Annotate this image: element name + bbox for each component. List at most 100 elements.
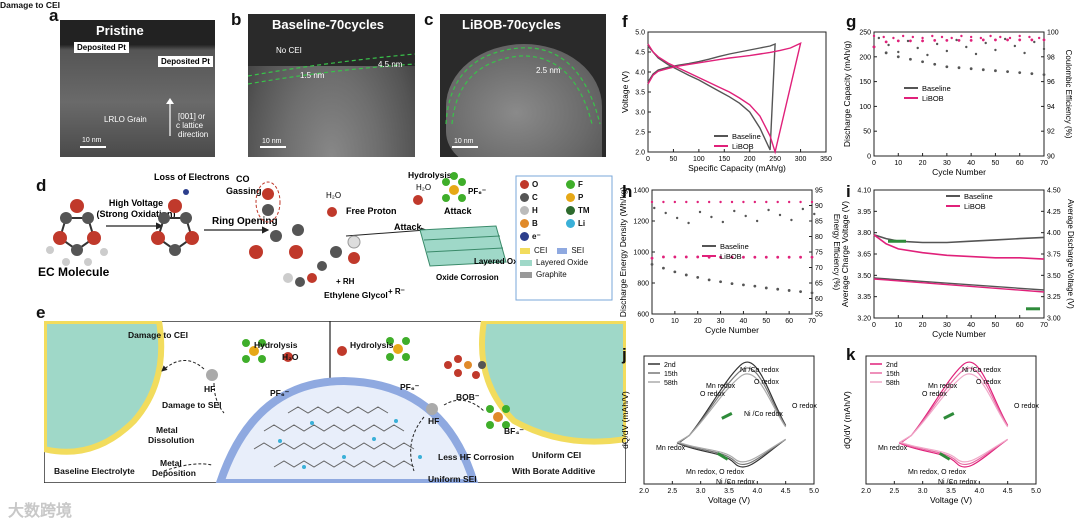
opened-chain-icon bbox=[249, 181, 304, 259]
y2-tick-label: 98 bbox=[1047, 54, 1055, 61]
point-ce-baseline bbox=[1003, 37, 1007, 41]
scalebar-c-text: 10 nm bbox=[454, 138, 474, 145]
y-tick-label: 4.5 bbox=[635, 50, 645, 57]
point-libob bbox=[957, 39, 961, 42]
label-e-pf6-r: PF₆⁻ bbox=[400, 382, 420, 392]
pf6-anion-icon-right bbox=[386, 337, 410, 361]
point-libob bbox=[909, 39, 912, 43]
legend-label-baseline: Baseline bbox=[922, 84, 951, 93]
point-ce-libob bbox=[931, 34, 934, 38]
annotation-label: Mn redox bbox=[928, 383, 958, 390]
point-ce-baseline bbox=[906, 39, 910, 43]
point-libob bbox=[1042, 38, 1046, 42]
y2-tick-label: 95 bbox=[815, 188, 823, 195]
point-ce-baseline bbox=[1013, 44, 1017, 48]
point-libob bbox=[730, 255, 734, 259]
scalebar-b bbox=[260, 146, 286, 148]
dqdv-discharge-curve bbox=[898, 434, 1009, 468]
point-baseline bbox=[787, 289, 791, 292]
x-axis-label: Cycle Number bbox=[932, 167, 986, 177]
legend-layered: Layered Oxide bbox=[536, 258, 589, 267]
annotation-label: Mn redox bbox=[706, 383, 736, 390]
chart-energy-density: 0 10 20 30 40 50 60 70 600 800 1000 1200 1400 55 60 65 7… bbox=[618, 187, 840, 335]
point-libob bbox=[650, 256, 654, 260]
y2-tick-label: 90 bbox=[815, 203, 823, 210]
legend-atom-label: B bbox=[532, 219, 538, 228]
point-libob bbox=[742, 255, 745, 259]
y-tick-label: 5.0 bbox=[635, 30, 645, 37]
tem-image-baseline: Baseline-70cycles No CEI 1.5 nm 4.5 nm 1… bbox=[248, 14, 415, 157]
point-baseline bbox=[753, 284, 757, 288]
point-ce-libob bbox=[940, 35, 944, 39]
scalebar-c bbox=[452, 146, 478, 148]
panel-letter-e: e bbox=[36, 303, 46, 322]
point-baseline bbox=[921, 60, 924, 64]
point-baseline bbox=[909, 57, 912, 61]
point-ee-libob bbox=[650, 200, 654, 204]
x-tick-label: 2.0 bbox=[639, 488, 649, 495]
x-axis-label: Voltage (V) bbox=[708, 495, 750, 505]
point-ee-libob bbox=[685, 200, 688, 204]
panel-letter-h: h bbox=[622, 182, 633, 201]
sei-swatch bbox=[557, 247, 568, 254]
x-tick-label: 0 bbox=[872, 160, 876, 167]
chart-average-voltage: 0 10 20 30 40 50 60 70 3.20 3.35 3.50 3.65 3.80 3.95 4… bbox=[840, 188, 1075, 340]
panel-letter-d: d bbox=[36, 176, 47, 195]
point-ee-baseline bbox=[675, 216, 679, 220]
label-ring-opening: Ring Opening bbox=[212, 216, 278, 227]
dqdv-discharge-curve bbox=[676, 434, 786, 463]
y2-axis-label: Average Discharge Voltage (V) bbox=[1066, 199, 1075, 309]
panel-letter-f: f bbox=[622, 12, 628, 31]
y-tick-label: 200 bbox=[859, 54, 871, 61]
atom-swatch-icon bbox=[566, 180, 575, 189]
dqdv-charge-curve bbox=[688, 361, 787, 436]
point-baseline bbox=[994, 69, 997, 73]
x-tick-label: 200 bbox=[744, 156, 756, 163]
point-baseline bbox=[799, 290, 802, 294]
x-tick-label: 40 bbox=[967, 160, 975, 167]
label-no-cei: No CEI bbox=[276, 46, 302, 55]
point-ce-baseline bbox=[955, 38, 958, 42]
panel-letter-i: i bbox=[846, 182, 851, 201]
point-ce-libob bbox=[1008, 36, 1012, 40]
label-thick-1: 1.5 nm bbox=[300, 71, 325, 80]
panel-letter-b: b bbox=[231, 10, 242, 29]
label-layered-oxide: Layered Oxide bbox=[474, 257, 530, 266]
label-attack-2: Attack bbox=[444, 206, 473, 216]
x-tick-label: 20 bbox=[919, 160, 927, 167]
point-ee-libob bbox=[696, 200, 699, 204]
ec-molecule-icon bbox=[46, 199, 108, 266]
water-icon-left bbox=[283, 352, 293, 362]
point-ee-baseline bbox=[790, 218, 793, 222]
point-baseline bbox=[969, 67, 973, 71]
label-e-hydrolysis-l: Hydrolysis bbox=[254, 340, 298, 350]
legend-label-58th: 58th bbox=[664, 380, 678, 387]
point-ce-libob bbox=[901, 34, 905, 38]
x-tick-label: 60 bbox=[1016, 160, 1024, 167]
point-ee-libob bbox=[673, 200, 677, 204]
x-tick-label: 2.0 bbox=[861, 488, 871, 495]
annotation-label: Ni /Co redox bbox=[938, 479, 977, 486]
point-ce-baseline bbox=[1023, 51, 1026, 55]
label-e-hf-r: HF bbox=[428, 416, 440, 426]
point-ce-baseline bbox=[994, 48, 997, 52]
x-tick-label: 10 bbox=[671, 318, 679, 325]
label-oxide-corrosion: Oxide Corrosion bbox=[436, 273, 499, 282]
point-baseline bbox=[1006, 70, 1009, 74]
point-baseline bbox=[662, 266, 665, 270]
annotation-label: Ni /Co redox bbox=[962, 367, 1001, 374]
series-baseline-line bbox=[647, 42, 776, 151]
chart-dqdv-baseline: 2.0 2.5 3.0 3.5 4.0 4.5 5.0 Voltage (V) dQ/dV (m… bbox=[620, 355, 819, 505]
label-damage-cei: Damage to CEI bbox=[0, 0, 60, 10]
panel-letter-c: c bbox=[424, 10, 434, 29]
point-baseline bbox=[1030, 72, 1034, 76]
label-attack-1: Attack bbox=[394, 222, 423, 232]
atom-swatch-icon bbox=[520, 232, 529, 241]
atom-swatch-icon bbox=[520, 193, 529, 202]
scalebar-a-text: 10 nm bbox=[82, 137, 102, 144]
dqdv-charge-curve bbox=[910, 373, 1009, 436]
point-ee-libob bbox=[787, 200, 791, 204]
point-ce-baseline bbox=[965, 45, 968, 49]
point-ce-baseline bbox=[926, 53, 929, 57]
x-tick-label: 2.5 bbox=[667, 488, 677, 495]
